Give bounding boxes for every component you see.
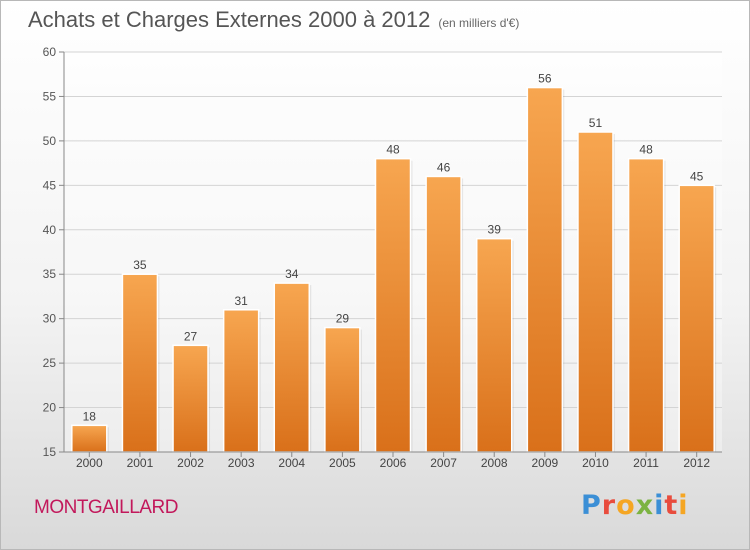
data-label-2003: 31 [234, 294, 248, 308]
bar-2011[interactable] [627, 157, 665, 453]
logo-letter: o [616, 490, 636, 521]
x-tick-label-2000: 2000 [76, 456, 103, 470]
logo-letter: P [581, 490, 602, 521]
y-tick-label: 55 [43, 89, 57, 103]
y-tick-label: 50 [43, 134, 57, 148]
proxiti-logo[interactable]: Proxiti [581, 490, 689, 521]
x-tick-label-2009: 2009 [531, 456, 558, 470]
y-tick-label: 45 [43, 178, 57, 192]
bar-2012[interactable] [678, 184, 715, 453]
y-tick-label: 20 [43, 401, 57, 415]
logo-letter: i [678, 490, 689, 521]
y-tick-label: 25 [43, 356, 57, 370]
x-tick-label-2004: 2004 [278, 456, 305, 470]
bar-2006[interactable] [374, 157, 412, 453]
data-label-2011: 48 [639, 143, 653, 157]
data-label-2001: 35 [133, 258, 147, 272]
y-tick-label: 40 [43, 223, 57, 237]
bars-layer: 18 35 27 31 34 29 48 46 39 56 51 48 45 [71, 72, 717, 453]
y-tick-label: 60 [43, 45, 57, 59]
x-tick-label-2005: 2005 [329, 456, 356, 470]
x-tick-label-2012: 2012 [683, 456, 710, 470]
town-name: MONTGAILLARD [34, 497, 178, 518]
y-tick-label: 30 [43, 312, 57, 326]
bar-2003[interactable] [222, 309, 260, 453]
data-label-2004: 34 [285, 267, 299, 281]
data-label-2010: 51 [589, 116, 603, 130]
data-label-2008: 39 [488, 223, 502, 237]
data-label-2007: 46 [437, 160, 451, 174]
x-tick-label-2010: 2010 [582, 456, 609, 470]
data-label-2012: 45 [690, 169, 704, 183]
chart-title: Achats et Charges Externes 2000 à 2012 (e… [28, 7, 519, 33]
x-tick-label-2006: 2006 [380, 456, 407, 470]
bar-2008[interactable] [475, 237, 513, 453]
data-label-2002: 27 [184, 329, 198, 343]
chart-title-text: Achats et Charges Externes 2000 à 2012 [28, 7, 431, 32]
bar-2005[interactable] [324, 326, 361, 453]
bar-2001[interactable] [121, 273, 159, 453]
bar-2007[interactable] [425, 175, 462, 453]
logo-letter: i [654, 490, 665, 521]
data-label-2005: 29 [336, 312, 350, 326]
chart-unit: (en milliers d'€) [438, 16, 520, 30]
data-label-2000: 18 [83, 409, 97, 423]
x-tick-label-2003: 2003 [228, 456, 255, 470]
x-tick-label-2002: 2002 [177, 456, 204, 470]
y-tick-label: 15 [43, 445, 57, 459]
data-label-2006: 48 [386, 143, 400, 157]
x-tick-label-2001: 2001 [127, 456, 154, 470]
bar-2009[interactable] [526, 86, 564, 453]
axis-layer: 15 20 25 30 35 40 45 50 55 60 2000 2001 2002 2003 2004… [43, 45, 722, 470]
bar-2000[interactable] [71, 424, 108, 453]
x-tick-label-2007: 2007 [430, 456, 457, 470]
data-label-2009: 56 [538, 72, 552, 86]
bar-2010[interactable] [577, 131, 614, 453]
x-tick-label-2011: 2011 [633, 456, 659, 470]
bar-2002[interactable] [172, 344, 209, 453]
logo-letter: r [601, 490, 617, 521]
logo-letter: x [635, 490, 655, 521]
x-tick-label-2008: 2008 [481, 456, 508, 470]
y-tick-label: 35 [43, 267, 57, 281]
logo-letter: t [664, 490, 679, 521]
bar-2004[interactable] [273, 282, 311, 453]
